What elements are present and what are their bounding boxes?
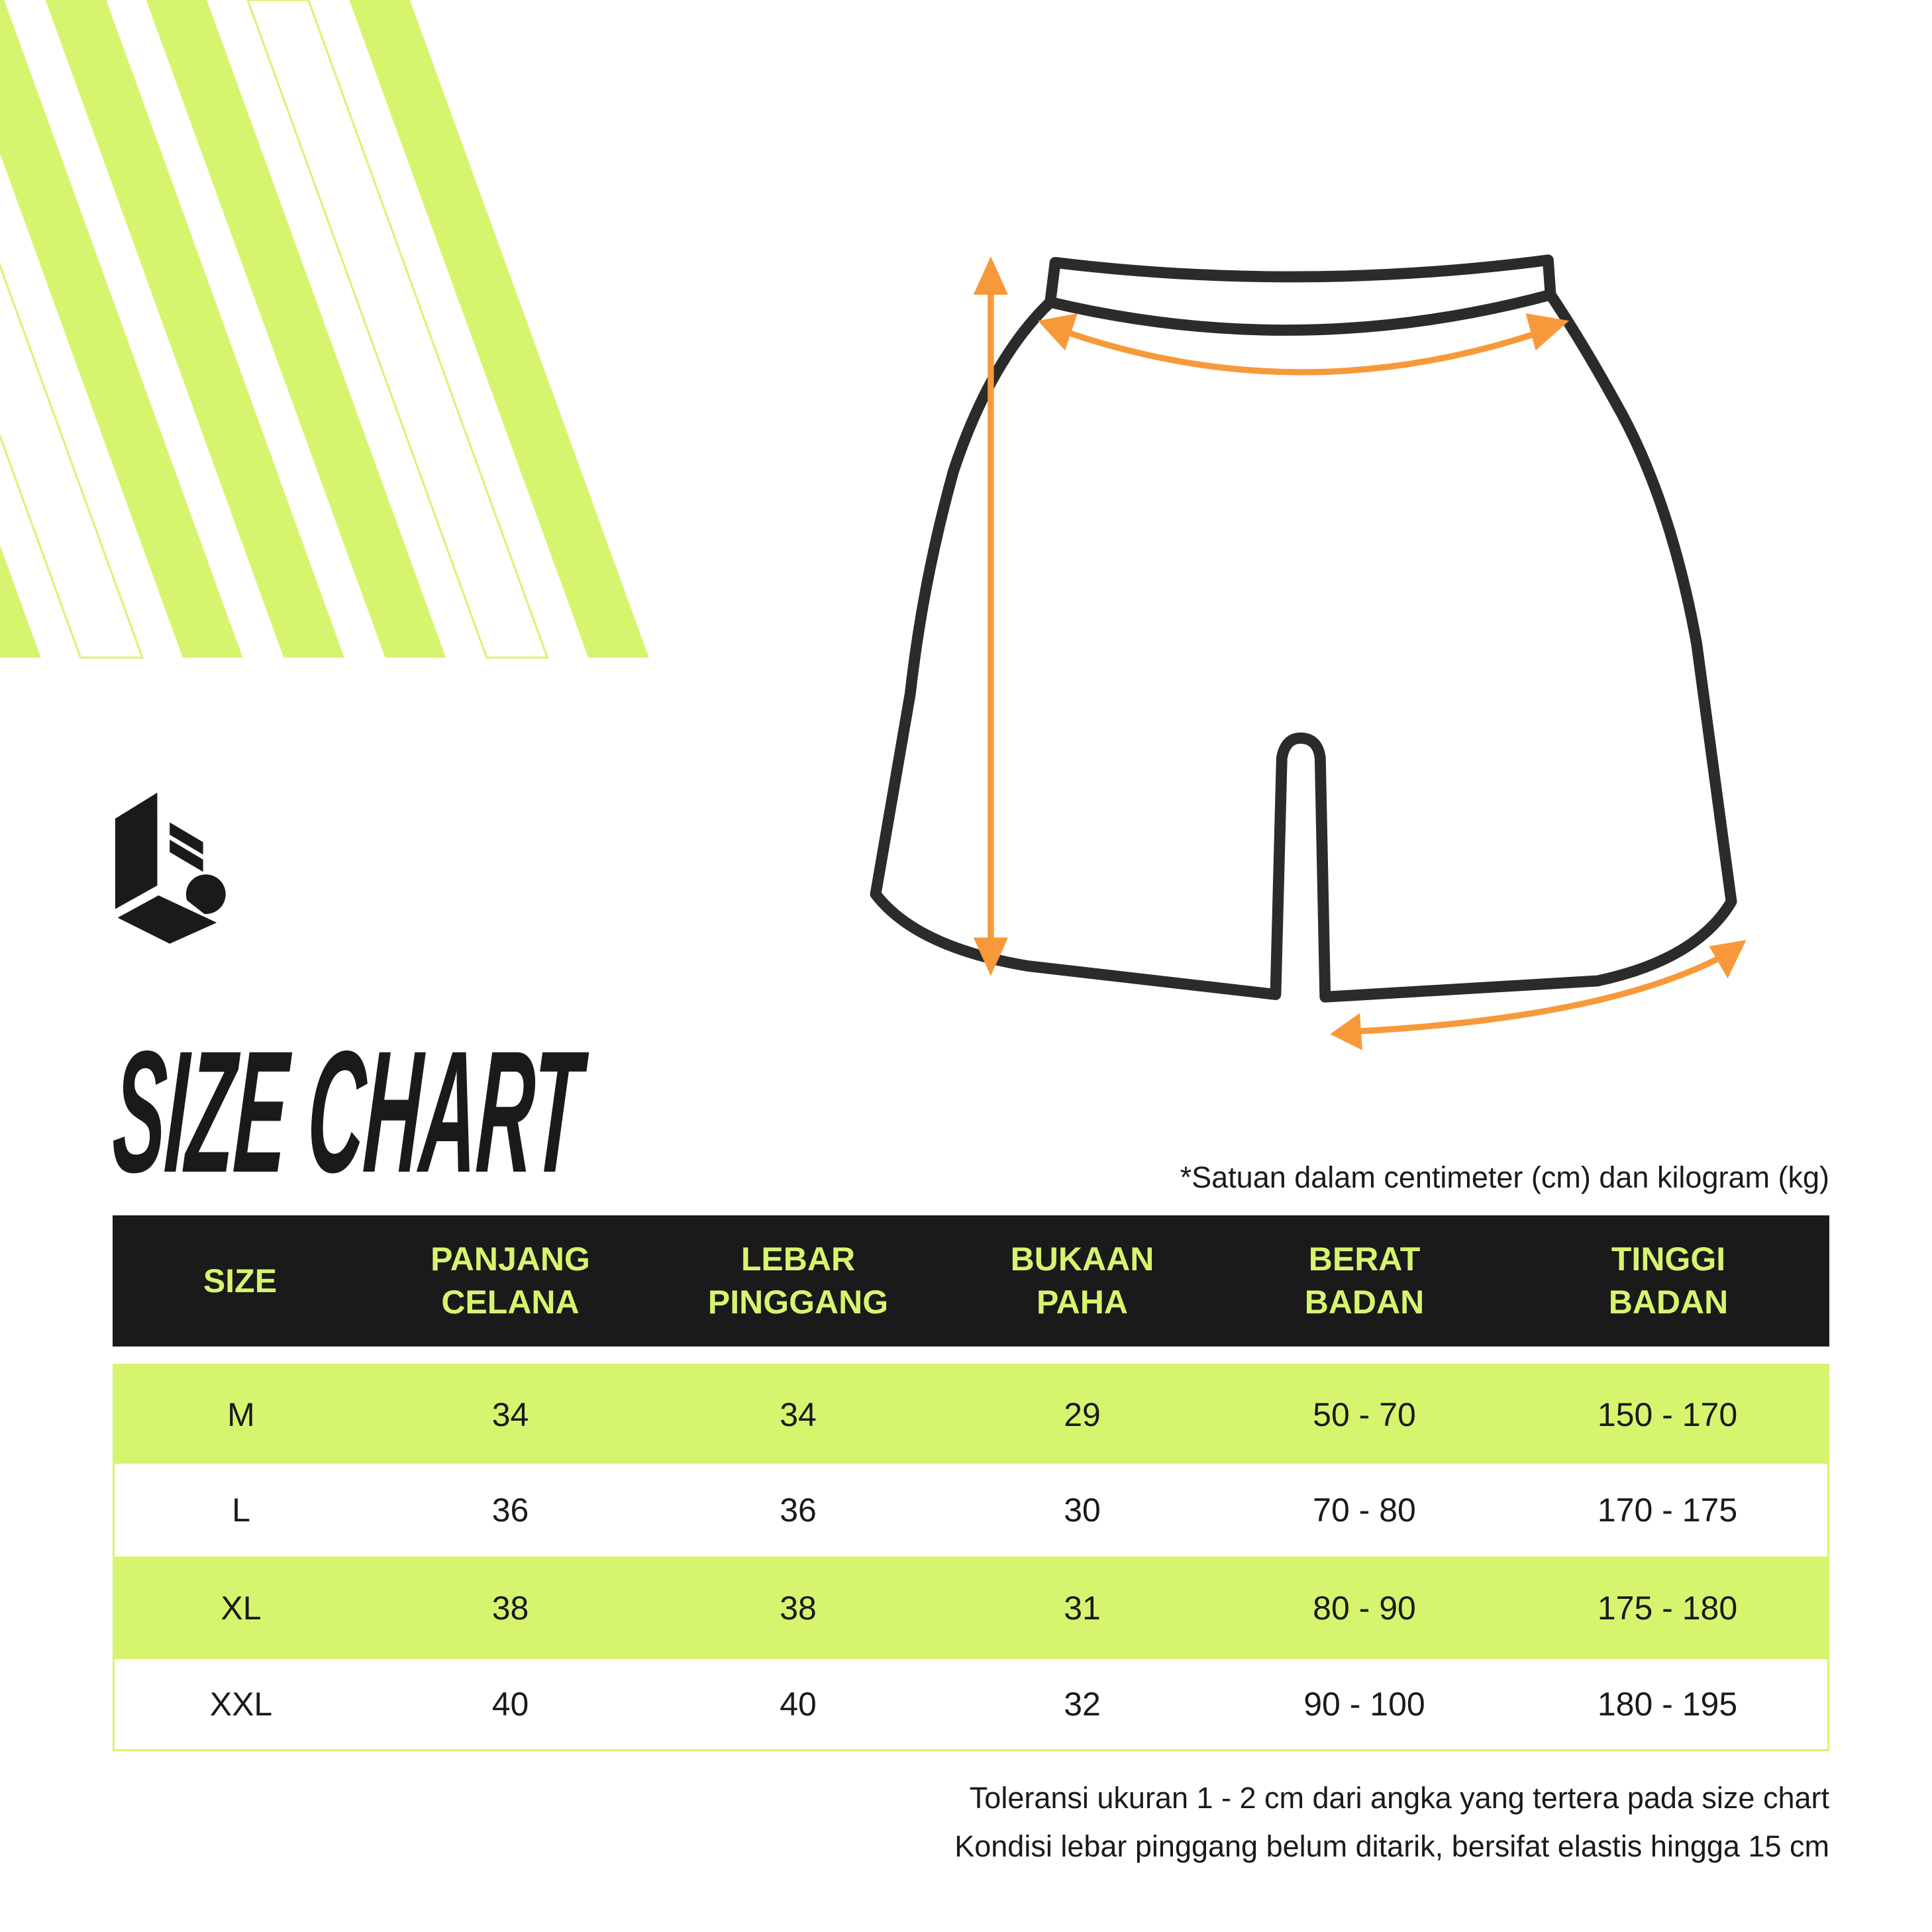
cell: M [227,1396,255,1433]
footnotes: Toleransi ukuran 1 - 2 cm dari angka yan… [954,1774,1829,1870]
cell: 150 - 170 [1597,1396,1738,1433]
unit-note: *Satuan dalam centimeter (cm) dan kilogr… [1180,1160,1829,1194]
decorative-stripes [0,0,649,659]
page-title: SIZE CHART [109,1015,585,1209]
cell: 180 - 195 [1597,1686,1738,1723]
cell: 30 [1064,1492,1101,1529]
cell: 29 [1064,1396,1101,1433]
table-header: SIZE PANJANG CELANA LEBAR PINGGANG BUKAA… [113,1215,1829,1347]
cell: 36 [780,1492,817,1529]
footnote-tolerance: Toleransi ukuran 1 - 2 cm dari angka yan… [969,1781,1829,1815]
brand-logo [115,792,226,944]
size-table: SIZE PANJANG CELANA LEBAR PINGGANG BUKAA… [113,1215,1829,1751]
header-berat-badan: BERAT BADAN [1304,1241,1425,1321]
stripe-outline [0,262,144,659]
table-body: M 34 34 29 50 - 70 150 - 170 L 36 36 30 … [113,1364,1829,1751]
cell: 31 [1064,1589,1101,1627]
cell: 50 - 70 [1313,1396,1416,1433]
header-lebar-pinggang: LEBAR PINGGANG [707,1241,889,1321]
stripe-outline [246,0,549,659]
cell: 40 [780,1686,817,1723]
measurement-arrows [973,256,1747,1050]
table-row: L 36 36 30 70 - 80 170 - 175 [115,1464,1827,1556]
table-row: M 34 34 29 50 - 70 150 - 170 [115,1366,1827,1464]
cell: 80 - 90 [1313,1589,1416,1627]
header-bukaan-paha: BUKAAN PAHA [1010,1241,1154,1321]
cell: 40 [491,1686,529,1723]
shorts-illustration [870,254,1737,1003]
cell: 70 - 80 [1313,1492,1416,1529]
cell: 32 [1064,1686,1101,1723]
cell: 38 [491,1589,529,1627]
header-size: SIZE [203,1262,278,1299]
stripe [349,0,649,658]
cell: XL [221,1589,262,1627]
footnote-elastic: Kondisi lebar pinggang belum ditarik, be… [954,1829,1829,1863]
stripe [0,0,243,658]
cell: 170 - 175 [1597,1492,1738,1529]
stripe [146,0,446,658]
header-tinggi-badan: TINGGI BADAN [1608,1241,1729,1321]
header-panjang-celana: PANJANG CELANA [431,1241,590,1321]
cell: 36 [491,1492,529,1529]
cell: 90 - 100 [1303,1686,1425,1723]
table-row: XL 38 38 31 80 - 90 175 - 180 [115,1556,1827,1659]
cell: 34 [780,1396,817,1433]
stripe [45,0,344,658]
table-row: XXL 40 40 32 90 - 100 180 - 195 [115,1659,1827,1749]
cell: 175 - 180 [1597,1589,1738,1627]
stripe [0,545,41,658]
cell: 34 [491,1396,529,1433]
cell: 38 [780,1589,817,1627]
cell: L [232,1492,250,1529]
cell: XXL [209,1686,273,1723]
